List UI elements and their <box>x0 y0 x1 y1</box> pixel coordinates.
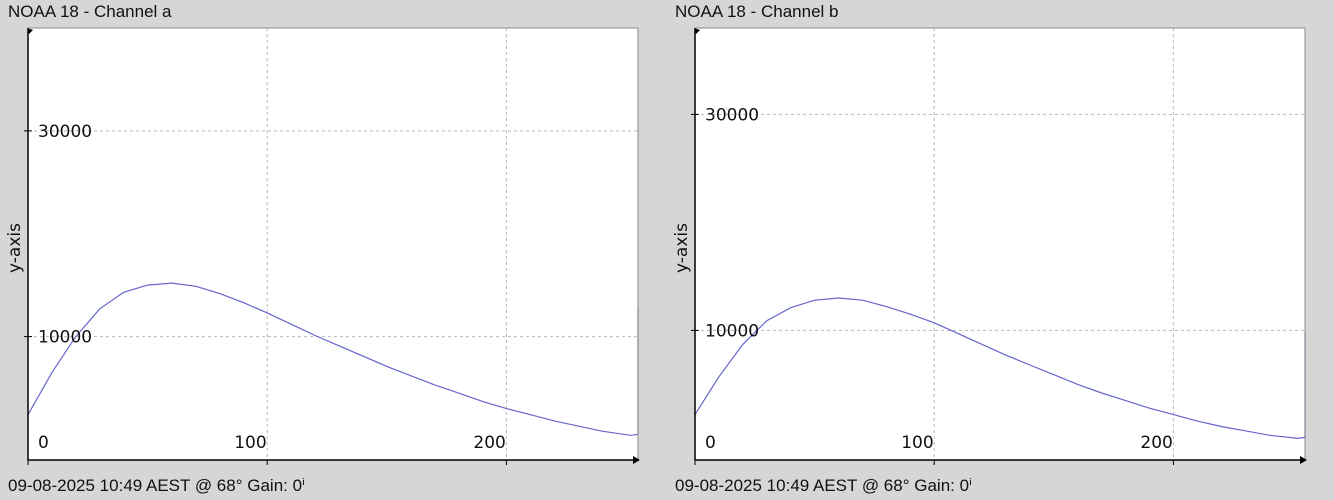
x-tick-label: 0 <box>38 433 49 453</box>
chart-title: NOAA 18 - Channel b <box>675 2 839 21</box>
series-line <box>27 282 639 436</box>
y-tick-label: 10000 <box>705 321 759 341</box>
y-tick-label: 30000 <box>38 122 92 142</box>
y-axis-arrow <box>27 28 33 34</box>
y-tick-label: 30000 <box>705 105 759 125</box>
chart-panel-b: NOAA 18 - Channel b 0 100 200 10000 30000 y-a… <box>667 0 1307 500</box>
chart-footer: 09-08-2025 10:49 AEST @ 68° Gain: 0ⁱ <box>8 476 306 495</box>
x-tick-label: 0 <box>705 433 716 453</box>
chart-plot: 0 100 200 10000 30000 y-axis <box>5 27 640 465</box>
x-tick-label: 100 <box>901 433 933 453</box>
chart-plot: 0 100 200 10000 30000 y-axis <box>672 27 1307 465</box>
y-axis-label: y-axis <box>5 223 25 273</box>
x-axis-arrow <box>1300 456 1307 464</box>
plot-area <box>28 28 638 460</box>
y-axis-label: y-axis <box>672 223 692 273</box>
plot-area <box>695 28 1305 460</box>
y-axis-arrow <box>694 28 700 34</box>
y-tick-label: 10000 <box>38 328 92 348</box>
series-line <box>694 297 1306 440</box>
chart-title: NOAA 18 - Channel a <box>8 2 172 21</box>
chart-footer: 09-08-2025 10:49 AEST @ 68° Gain: 0ⁱ <box>675 476 973 495</box>
chart-panel-a: NOAA 18 - Channel a 0 100 200 10000 30000 y-a… <box>0 0 640 500</box>
x-tick-label: 200 <box>1140 433 1172 453</box>
x-tick-label: 100 <box>234 433 266 453</box>
x-tick-label: 200 <box>473 433 505 453</box>
x-axis-arrow <box>633 456 640 464</box>
